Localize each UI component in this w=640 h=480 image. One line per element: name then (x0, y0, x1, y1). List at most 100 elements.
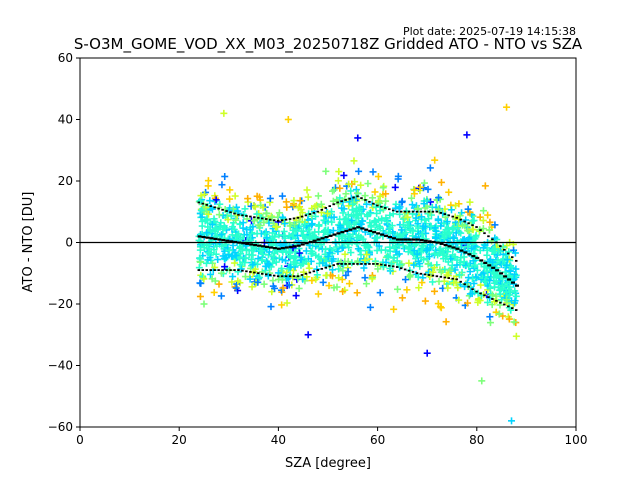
envelope-mean-marker (384, 234, 389, 237)
data-point (268, 213, 276, 221)
data-point (376, 289, 384, 297)
data-point (481, 182, 489, 190)
data-point (219, 211, 227, 219)
data-point (308, 277, 316, 285)
data-point (395, 260, 403, 268)
data-point (363, 200, 371, 208)
data-point (241, 273, 249, 281)
data-point (231, 248, 239, 256)
data-point (398, 226, 406, 234)
data-point (393, 257, 401, 265)
data-point (265, 261, 273, 269)
data-point (248, 262, 256, 270)
data-point (426, 164, 434, 172)
x-tick-label: 40 (271, 433, 286, 447)
envelope-mean-marker (276, 247, 281, 250)
envelope-upper-marker (399, 210, 403, 213)
data-point (266, 194, 274, 202)
envelope-upper-marker (316, 210, 320, 213)
data-point (466, 268, 474, 276)
data-point (270, 256, 278, 264)
data-point (227, 212, 235, 220)
data-point (375, 242, 383, 250)
envelope-upper-marker (511, 256, 514, 259)
data-point (494, 256, 502, 264)
data-point (226, 186, 234, 194)
data-point (420, 200, 428, 208)
envelope-lower-marker (249, 271, 252, 273)
envelope-lower-marker (328, 265, 331, 268)
data-point (197, 192, 205, 200)
data-point (229, 273, 237, 281)
envelope-lower-marker (344, 263, 347, 265)
envelope-lower-marker (205, 269, 208, 271)
data-point (321, 227, 329, 235)
data-point (248, 283, 256, 291)
data-point (221, 263, 229, 271)
envelope-lower-marker (253, 271, 256, 274)
data-point (461, 222, 469, 230)
x-tick-label: 0 (76, 433, 84, 447)
envelope-upper-marker (503, 248, 506, 251)
envelope-lower-marker (332, 264, 335, 267)
data-point (402, 276, 410, 284)
data-point (410, 261, 418, 269)
data-point (304, 331, 312, 339)
data-point (203, 229, 211, 237)
data-point (361, 192, 369, 200)
envelope-mean-marker (419, 239, 424, 242)
envelope-upper-marker (241, 214, 244, 217)
data-point (410, 247, 418, 255)
envelope-mean-marker (324, 235, 329, 239)
data-point (312, 275, 320, 283)
y-tick-label: 0 (65, 236, 73, 250)
data-point (348, 216, 356, 224)
data-point (285, 281, 293, 289)
data-point (425, 215, 433, 223)
envelope-upper-marker (344, 199, 347, 201)
data-point (241, 259, 249, 267)
data-point (380, 229, 388, 237)
data-point (231, 192, 239, 200)
envelope-lower-marker (463, 283, 466, 286)
data-point (455, 296, 463, 304)
envelope-mean-marker (388, 235, 393, 239)
envelope-upper-marker (352, 196, 355, 199)
data-point (382, 190, 390, 198)
envelope-upper-marker (372, 202, 375, 205)
data-point (334, 247, 342, 255)
data-point (345, 280, 353, 288)
data-point (204, 182, 212, 190)
envelope-mean-marker (376, 232, 381, 235)
data-point (345, 180, 353, 188)
data-point (280, 239, 288, 247)
data-point (352, 211, 360, 219)
data-point (249, 223, 257, 231)
data-point (341, 250, 349, 258)
data-point (290, 260, 298, 268)
data-point (363, 251, 371, 259)
envelope-upper-marker (479, 229, 482, 231)
envelope-mean-marker (411, 238, 416, 241)
envelope-mean-marker (197, 235, 202, 238)
data-point (444, 258, 452, 266)
data-point (334, 200, 342, 208)
envelope-lower-marker (348, 263, 351, 265)
envelope-upper-marker (213, 206, 216, 209)
data-point (282, 198, 290, 206)
data-point (496, 286, 504, 294)
data-point (481, 277, 489, 285)
envelope-mean-marker (463, 251, 468, 254)
data-point (471, 261, 479, 269)
data-point (415, 284, 423, 292)
data-point (510, 318, 518, 326)
data-point (322, 167, 330, 175)
data-point (292, 254, 300, 262)
data-point (313, 271, 321, 279)
x-tick-label: 100 (565, 433, 588, 447)
data-point (502, 288, 510, 296)
data-point (292, 292, 300, 300)
envelope-lower-marker (391, 265, 395, 268)
data-point (247, 255, 255, 263)
data-point (462, 237, 470, 245)
